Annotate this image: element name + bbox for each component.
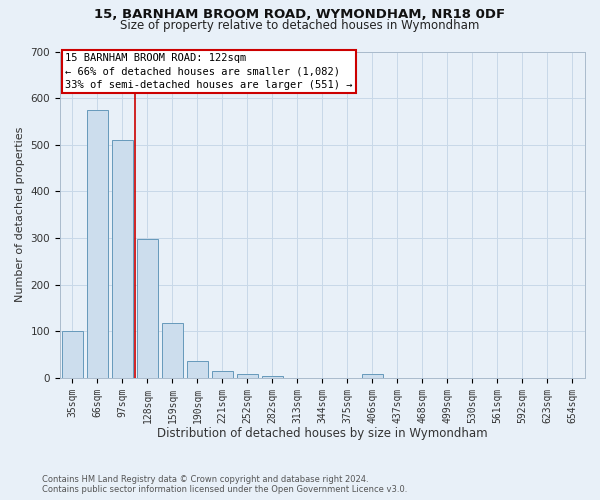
Bar (262, 376, 283, 378)
Text: Contains HM Land Registry data © Crown copyright and database right 2024.
Contai: Contains HM Land Registry data © Crown c… (42, 474, 407, 494)
Bar (237, 374, 258, 378)
Bar (162, 323, 183, 378)
Bar (187, 360, 208, 378)
Text: 15, BARNHAM BROOM ROAD, WYMONDHAM, NR18 0DF: 15, BARNHAM BROOM ROAD, WYMONDHAM, NR18 … (94, 8, 506, 20)
Text: 15 BARNHAM BROOM ROAD: 122sqm
← 66% of detached houses are smaller (1,082)
33% o: 15 BARNHAM BROOM ROAD: 122sqm ← 66% of d… (65, 53, 353, 90)
X-axis label: Distribution of detached houses by size in Wymondham: Distribution of detached houses by size … (157, 427, 488, 440)
Bar (87, 110, 108, 378)
Bar (362, 374, 383, 378)
Bar (112, 140, 133, 378)
Bar (137, 239, 158, 378)
Bar (62, 331, 83, 378)
Y-axis label: Number of detached properties: Number of detached properties (15, 127, 25, 302)
Text: Size of property relative to detached houses in Wymondham: Size of property relative to detached ho… (121, 19, 479, 32)
Bar (212, 371, 233, 378)
